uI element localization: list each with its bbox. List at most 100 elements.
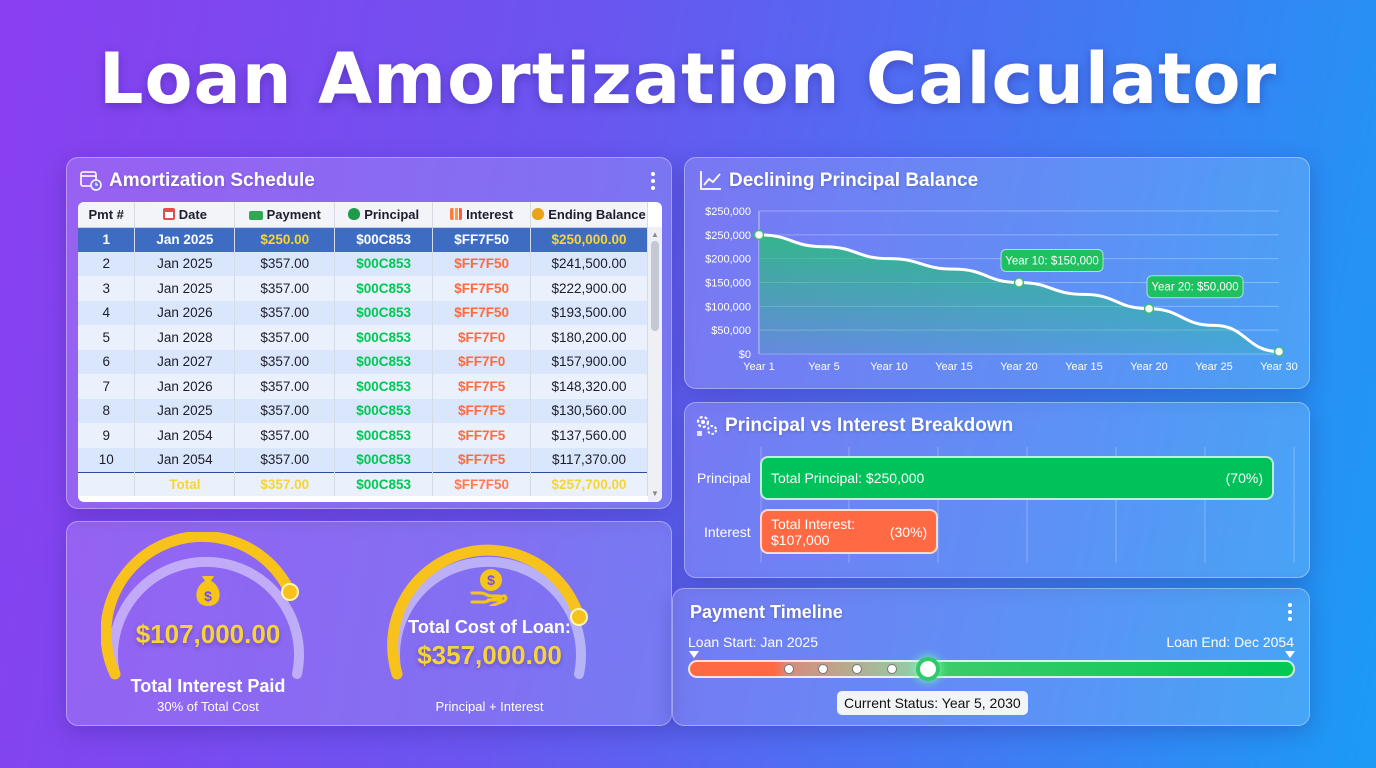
table-cell-n: 5 — [78, 325, 136, 350]
callout-label: Year 20: $50,000 — [1151, 282, 1238, 294]
table-cell-int: $FF7F50 — [432, 227, 532, 252]
schedule-menu-button[interactable] — [650, 172, 656, 192]
table-total-row: Total $357.00 $00C853 $FF7F50 $257,700.00 — [78, 471, 648, 496]
current-position-handle[interactable] — [916, 657, 940, 681]
schedule-table-body: 1 Jan 2025 $250.00 $00C853 $FF7F50 $250,000.0… — [78, 227, 648, 496]
money-bag-icon — [348, 207, 361, 220]
timeline-milestone[interactable] — [784, 664, 794, 674]
scroll-up-icon[interactable]: ▲ — [651, 230, 659, 239]
table-cell-pay: $357.00 — [234, 349, 336, 374]
table-cell-bal: $148,320.00 — [530, 374, 648, 399]
schedule-table: Pmt # Date Payment Principal Interest En… — [78, 202, 648, 496]
table-cell-n: 10 — [78, 447, 136, 472]
column-header-ending-balance[interactable]: Ending Balance — [530, 202, 648, 228]
timeline-milestone[interactable] — [852, 664, 862, 674]
total-interest-subtext: 30% of Total Cost — [157, 699, 259, 714]
interest-bar[interactable]: Total Interest: $107,000 (30%) — [760, 509, 939, 554]
table-cell-date: Jan 2026 — [134, 300, 236, 325]
timeline-milestone[interactable] — [818, 664, 828, 674]
total-cell-pay: $357.00 — [234, 471, 336, 496]
total-cost-title: Total Cost of Loan: — [408, 617, 571, 637]
end-marker-icon — [1285, 651, 1295, 658]
data-point — [753, 229, 765, 241]
table-row[interactable]: 9 Jan 2054 $357.00 $00C853 $FF7F5 $137,560.00 — [78, 423, 648, 448]
table-cell-pay: $357.00 — [234, 423, 336, 448]
table-cell-bal: $137,560.00 — [530, 423, 648, 448]
column-header-interest[interactable]: Interest — [432, 202, 532, 228]
scroll-down-icon[interactable]: ▼ — [651, 489, 659, 498]
column-header-principal[interactable]: Principal — [334, 202, 434, 228]
svg-text:$: $ — [487, 572, 495, 588]
timeline-progress-track[interactable] — [688, 660, 1295, 678]
total-cell-n — [78, 471, 136, 496]
table-cell-bal: $117,370.00 — [530, 447, 648, 472]
loan-end-label: Loan End: Dec 2054 — [1166, 634, 1294, 650]
table-row[interactable]: 8 Jan 2025 $357.00 $00C853 $FF7F5 $130,560.00 — [78, 398, 648, 423]
table-cell-date: Jan 2026 — [134, 374, 236, 399]
callout-label: Year 10: $150,000 — [1005, 256, 1099, 268]
table-cell-prin: $00C853 — [334, 325, 434, 350]
interest-bar-text: Total Interest: $107,000 — [771, 515, 856, 548]
table-cell-date: Jan 2054 — [134, 447, 236, 472]
table-row[interactable]: 5 Jan 2028 $357.00 $00C853 $FF7F0 $180,200.00 — [78, 325, 648, 350]
column-header-date[interactable]: Date — [134, 202, 236, 228]
table-cell-bal: $193,500.00 — [530, 300, 648, 325]
x-tick-label: Year 20 — [1000, 361, 1038, 373]
y-tick-label: $150,000 — [705, 278, 751, 290]
table-cell-date: Jan 2025 — [134, 398, 236, 423]
table-cell-date: Jan 2025 — [134, 227, 236, 252]
table-cell-bal: $250,000.00 — [530, 227, 648, 252]
page-title: Loan Amortization Calculator — [98, 38, 1278, 120]
gears-icon — [696, 415, 717, 436]
principal-bar-text: Total Principal: $250,000 — [771, 470, 925, 486]
table-cell-n: 1 — [78, 227, 136, 252]
table-cell-prin: $00C853 — [334, 300, 434, 325]
table-cell-prin: $00C853 — [334, 227, 434, 252]
table-cell-n: 3 — [78, 276, 136, 301]
table-row[interactable]: 7 Jan 2026 $357.00 $00C853 $FF7F5 $148,320.00 — [78, 374, 648, 399]
table-cell-int: $FF7F0 — [432, 325, 532, 350]
balance-chart-title: Declining Principal Balance — [729, 170, 979, 191]
table-cell-date: Jan 2054 — [134, 423, 236, 448]
table-cell-date: Jan 2025 — [134, 276, 236, 301]
table-row[interactable]: 6 Jan 2027 $357.00 $00C853 $FF7F0 $157,900.00 — [78, 349, 648, 374]
principal-bar[interactable]: Total Principal: $250,000 (70%) — [760, 456, 1274, 500]
column-header-payment[interactable]: Payment — [234, 202, 336, 228]
x-tick-label: Year 20 — [1130, 361, 1168, 373]
table-cell-n: 9 — [78, 423, 136, 448]
y-tick-label: $250,000 — [705, 230, 751, 242]
table-cell-pay: $357.00 — [234, 251, 336, 276]
table-row[interactable]: 1 Jan 2025 $250.00 $00C853 $FF7F50 $250,000.0… — [78, 227, 648, 252]
bar-chart-icon — [450, 207, 463, 220]
table-cell-bal: $222,900.00 — [530, 276, 648, 301]
table-cell-date: Jan 2028 — [134, 325, 236, 350]
payment-timeline-panel: Payment Timeline Loan Start: Jan 2025 Lo… — [672, 588, 1310, 726]
table-row[interactable]: 10 Jan 2054 $357.00 $00C853 $FF7F5 $117,370.0… — [78, 447, 648, 472]
table-cell-pay: $357.00 — [234, 325, 336, 350]
start-marker-icon — [689, 651, 699, 658]
table-cell-date: Jan 2025 — [134, 251, 236, 276]
x-tick-label: Year 10 — [870, 361, 908, 373]
scrollbar-thumb[interactable] — [651, 241, 659, 331]
schedule-scrollbar[interactable]: ▲ ▼ — [648, 227, 662, 502]
table-cell-n: 8 — [78, 398, 136, 423]
table-cell-pay: $250.00 — [234, 227, 336, 252]
table-row[interactable]: 3 Jan 2025 $357.00 $00C853 $FF7F50 $222,900.0… — [78, 276, 648, 301]
table-cell-n: 2 — [78, 251, 136, 276]
breakdown-panel: Principal vs Interest Breakdown Principa… — [684, 402, 1310, 578]
table-cell-prin: $00C853 — [334, 251, 434, 276]
table-cell-pay: $357.00 — [234, 300, 336, 325]
table-cell-bal: $241,500.00 — [530, 251, 648, 276]
table-row[interactable]: 4 Jan 2026 $357.00 $00C853 $FF7F50 $193,500.0… — [78, 300, 648, 325]
y-tick-label: $100,000 — [705, 301, 751, 313]
timeline-menu-button[interactable] — [1287, 603, 1293, 623]
timeline-milestone[interactable] — [887, 664, 897, 674]
x-tick-label: Year 1 — [743, 361, 774, 373]
column-header-pmt[interactable]: Pmt # — [78, 202, 136, 228]
interest-gauge — [101, 532, 304, 680]
x-tick-label: Year 15 — [1065, 361, 1103, 373]
total-interest-label: Total Interest Paid — [130, 676, 286, 696]
schedule-title: Amortization Schedule — [109, 170, 315, 191]
table-cell-bal: $157,900.00 — [530, 349, 648, 374]
table-row[interactable]: 2 Jan 2025 $357.00 $00C853 $FF7F50 $241,500.0… — [78, 251, 648, 276]
